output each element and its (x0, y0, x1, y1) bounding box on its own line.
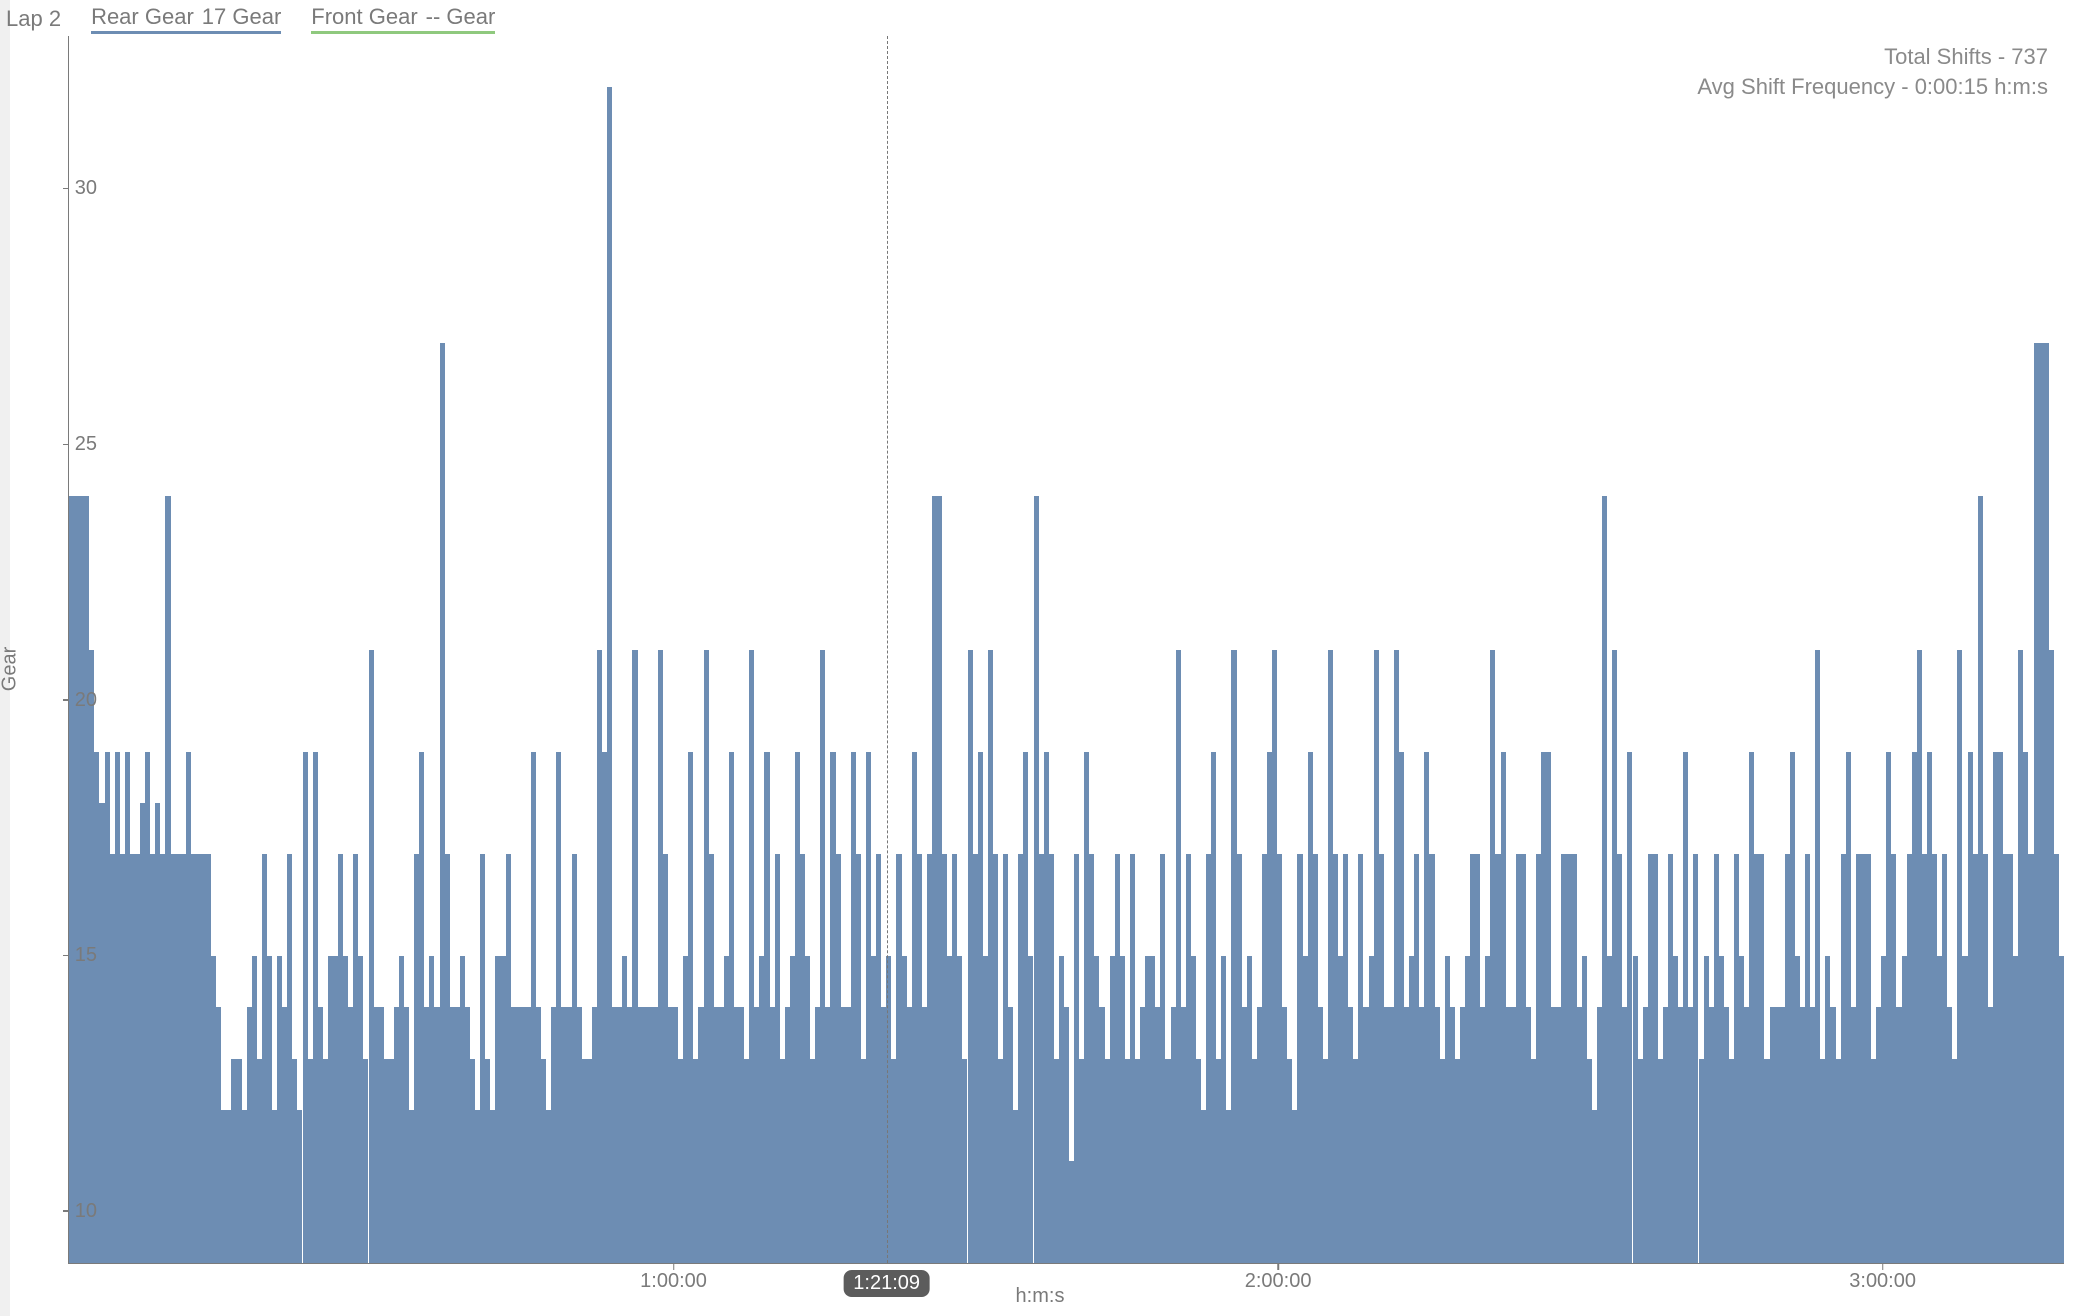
series-name: Rear Gear (91, 4, 194, 30)
xtick-mark (673, 1263, 675, 1270)
xtick-mark (1882, 1263, 1884, 1270)
ytick-mark (63, 444, 69, 446)
ytick-mark (63, 1210, 69, 1212)
xtick-label: 1:00:00 (640, 1270, 707, 1293)
lap-label: Lap 2 (6, 4, 61, 32)
xtick-label: 2:00:00 (1245, 1270, 1312, 1293)
total-shifts-value: 737 (2011, 44, 2048, 69)
series-value: 17 Gear (202, 4, 282, 30)
series-name: Front Gear (311, 4, 417, 30)
bar (2059, 956, 2064, 1263)
avg-freq-value: 0:00:15 h:m:s (1915, 74, 2048, 99)
cursor-badge: 1:21:09 (843, 1270, 930, 1297)
ytick-mark (63, 955, 69, 957)
y-axis-label: Gear (0, 647, 22, 691)
total-shifts-label: Total Shifts (1884, 44, 1992, 69)
series-front-gear[interactable]: Front Gear -- Gear (311, 4, 495, 34)
chart-container: Gear Total Shifts - 737 Avg Shift Freque… (12, 36, 2068, 1302)
ytick-mark (63, 188, 69, 190)
ytick-mark (63, 699, 69, 701)
avg-freq-label: Avg Shift Frequency (1697, 74, 1895, 99)
total-shifts-line: Total Shifts - 737 (1697, 42, 2048, 72)
plot-area[interactable]: Total Shifts - 737 Avg Shift Frequency -… (68, 36, 2064, 1264)
series-value: -- Gear (426, 4, 496, 30)
bars-layer (69, 36, 2064, 1263)
x-axis-label: h:m:s (1016, 1285, 1065, 1308)
avg-freq-line: Avg Shift Frequency - 0:00:15 h:m:s (1697, 72, 2048, 102)
stats-overlay: Total Shifts - 737 Avg Shift Frequency -… (1697, 42, 2048, 101)
xtick-mark (1277, 1263, 1279, 1270)
series-rear-gear[interactable]: Rear Gear 17 Gear (91, 4, 281, 34)
chart-header: Lap 2 Rear Gear 17 Gear Front Gear -- Ge… (6, 4, 495, 34)
stats-sep: - (1901, 74, 1914, 99)
xtick-label: 3:00:00 (1849, 1270, 1916, 1293)
stats-sep: - (1998, 44, 2011, 69)
